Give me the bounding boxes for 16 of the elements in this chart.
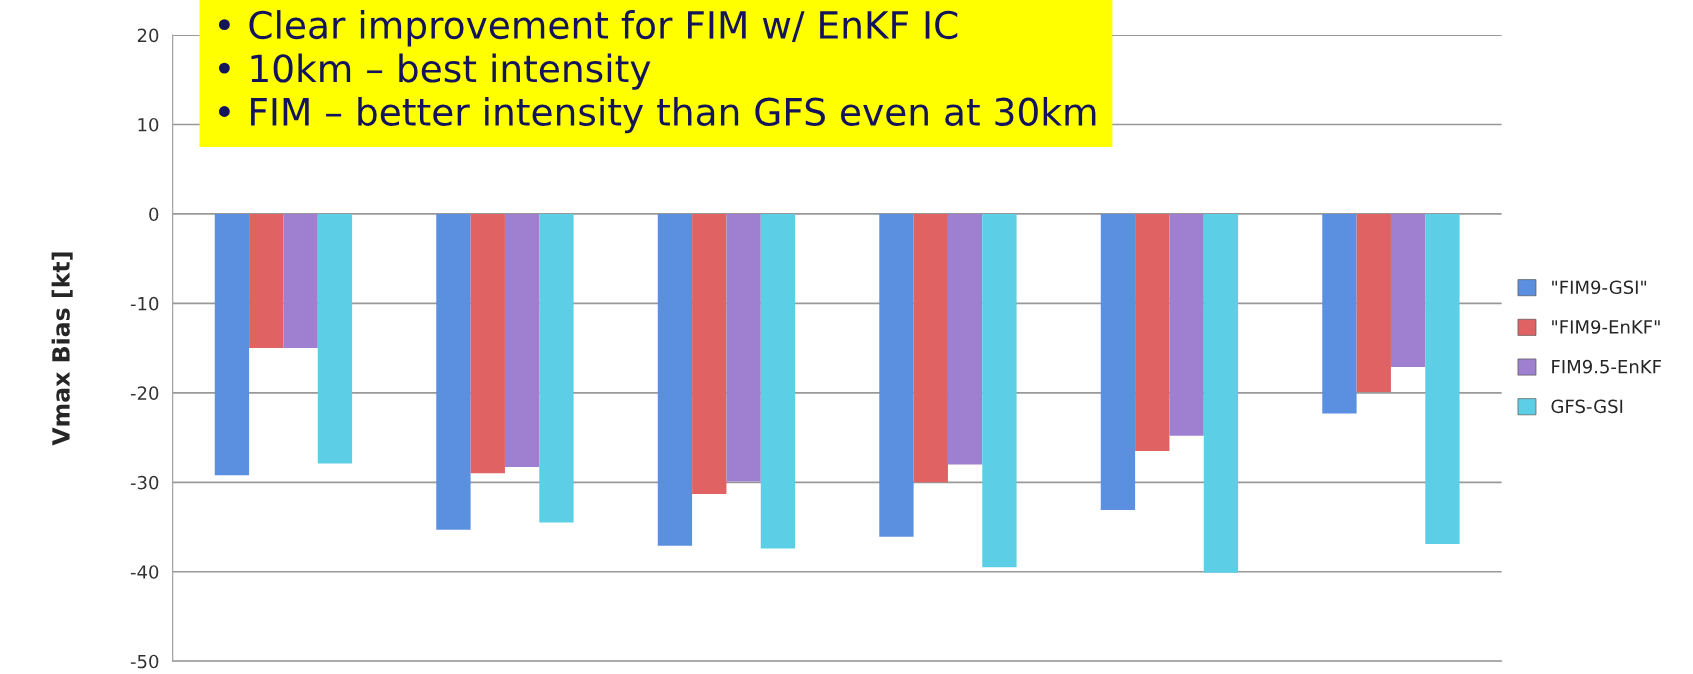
legend-label: "FIM9-EnKF"	[1552, 320, 1660, 334]
y-tick-label: -50	[130, 654, 159, 669]
annotation: • Clear improvement for FIM w/ EnKF IC	[218, 10, 958, 47]
y-tick-label: 10	[138, 117, 159, 132]
y-tick-label: -20	[130, 386, 159, 400]
y-axis-title: Vmax Bias [kt]	[51, 252, 73, 446]
legend-label: GFS-GSI	[1551, 399, 1623, 414]
legend-label: "FIM9-GSI"	[1552, 280, 1647, 295]
y-tick-label: 0	[149, 207, 159, 222]
annotation: • FIM – better intensity than GFS even at 30km	[218, 96, 1096, 134]
legend-label: FIM9.5-EnKF	[1552, 359, 1661, 374]
annotation: • 10km – best intensity	[218, 53, 651, 90]
y-tick-label: -30	[130, 475, 159, 490]
y-tick-label: -10	[130, 296, 159, 311]
y-tick-label: -40	[130, 565, 159, 579]
y-tick-label: 20	[137, 28, 159, 43]
